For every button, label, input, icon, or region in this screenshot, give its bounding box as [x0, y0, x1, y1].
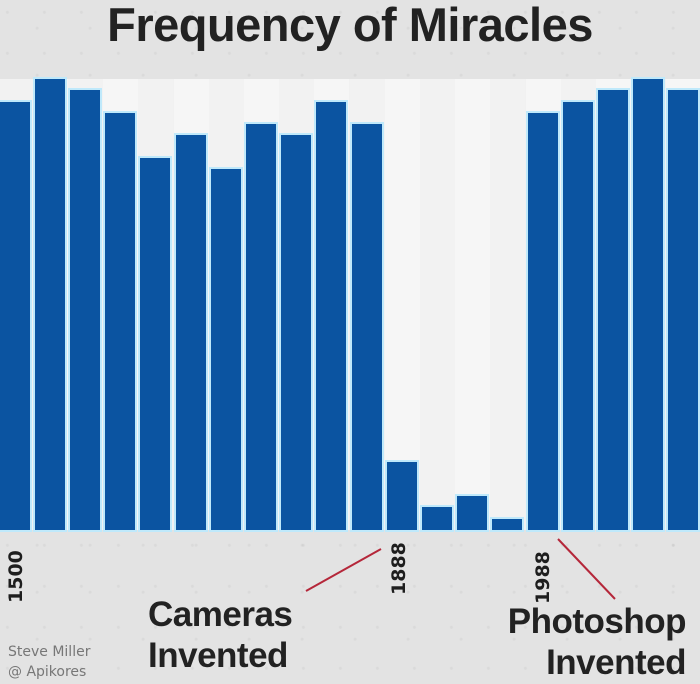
- bar: [34, 79, 65, 530]
- bar: [69, 90, 100, 530]
- bar: [175, 135, 206, 530]
- tick-label-1888: 1888: [388, 542, 410, 595]
- cameras-pointer-line: [305, 548, 382, 592]
- author-credit: Steve Miller @ Apikores: [8, 642, 90, 682]
- tick-label-1988: 1988: [532, 551, 554, 604]
- column-background: [490, 79, 526, 530]
- bar: [527, 113, 558, 530]
- column-background: [384, 79, 420, 530]
- bar: [633, 79, 664, 530]
- bar: [316, 102, 347, 530]
- tick-label-1500: 1500: [5, 550, 27, 603]
- bar: [386, 462, 417, 530]
- bar: [210, 169, 241, 530]
- bar: [457, 496, 488, 530]
- bar: [0, 102, 30, 530]
- annotation-photoshop: Photoshop Invented: [488, 601, 687, 683]
- bar: [562, 102, 593, 530]
- bar: [245, 124, 276, 530]
- bar: [351, 124, 382, 530]
- bar: [105, 113, 136, 530]
- bar: [492, 519, 523, 530]
- bar: [281, 135, 312, 530]
- annotation-cameras-line1: Cameras: [148, 595, 293, 634]
- bar: [597, 90, 628, 530]
- annotation-photoshop-line1: Photoshop: [507, 602, 687, 641]
- photoshop-pointer-line: [557, 538, 616, 600]
- annotation-photoshop-line2: Invented: [546, 643, 686, 682]
- credit-handle: @ Apikores: [8, 664, 87, 680]
- bar: [140, 158, 171, 530]
- credit-name: Steve Miller: [8, 644, 91, 660]
- column-background: [455, 79, 491, 530]
- bar: [668, 90, 699, 530]
- annotation-cameras-line2: Invented: [148, 636, 288, 675]
- annotation-cameras: Cameras Invented: [148, 594, 293, 676]
- chart-title: Frequency of Miracles: [107, 0, 593, 51]
- column-background: [419, 79, 456, 530]
- plot-area: [0, 79, 700, 530]
- bar: [421, 507, 452, 530]
